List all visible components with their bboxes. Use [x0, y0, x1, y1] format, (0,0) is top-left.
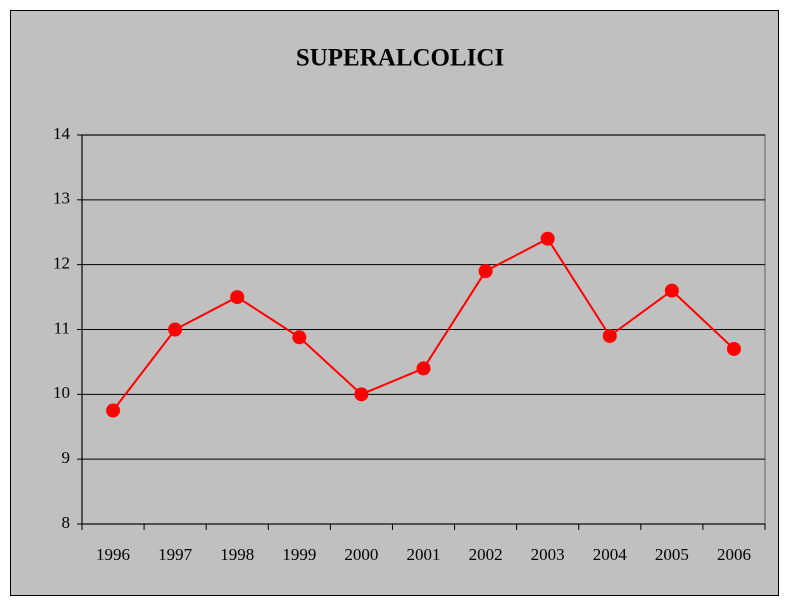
x-tick-label: 2003: [531, 545, 565, 564]
y-tick-label: 10: [53, 383, 70, 402]
x-tick-label: 2004: [593, 545, 628, 564]
marker: [478, 264, 493, 279]
y-tick-label: 13: [53, 189, 70, 208]
marker: [292, 330, 307, 345]
marker: [664, 283, 679, 298]
marker: [354, 387, 369, 402]
x-tick-label: 2000: [344, 545, 378, 564]
x-tick-label: 2006: [717, 545, 751, 564]
y-tick-label: 14: [53, 124, 71, 143]
x-tick-label: 1998: [220, 545, 254, 564]
marker: [106, 403, 121, 418]
y-tick-label: 12: [53, 254, 70, 273]
marker: [230, 290, 245, 305]
y-tick-label: 11: [54, 318, 70, 337]
x-tick-label: 1999: [282, 545, 316, 564]
x-tick-label: 1996: [96, 545, 130, 564]
x-tick-label: 2005: [655, 545, 689, 564]
marker: [168, 322, 183, 337]
x-tick-label: 2002: [469, 545, 503, 564]
y-tick-label: 8: [62, 513, 71, 532]
marker: [540, 231, 555, 246]
marker: [416, 361, 431, 376]
y-tick-label: 9: [62, 448, 71, 467]
marker: [602, 328, 617, 343]
marker: [726, 341, 741, 356]
x-tick-label: 2001: [407, 545, 441, 564]
chart-title: SUPERALCOLICI: [296, 45, 504, 72]
x-tick-label: 1997: [158, 545, 193, 564]
